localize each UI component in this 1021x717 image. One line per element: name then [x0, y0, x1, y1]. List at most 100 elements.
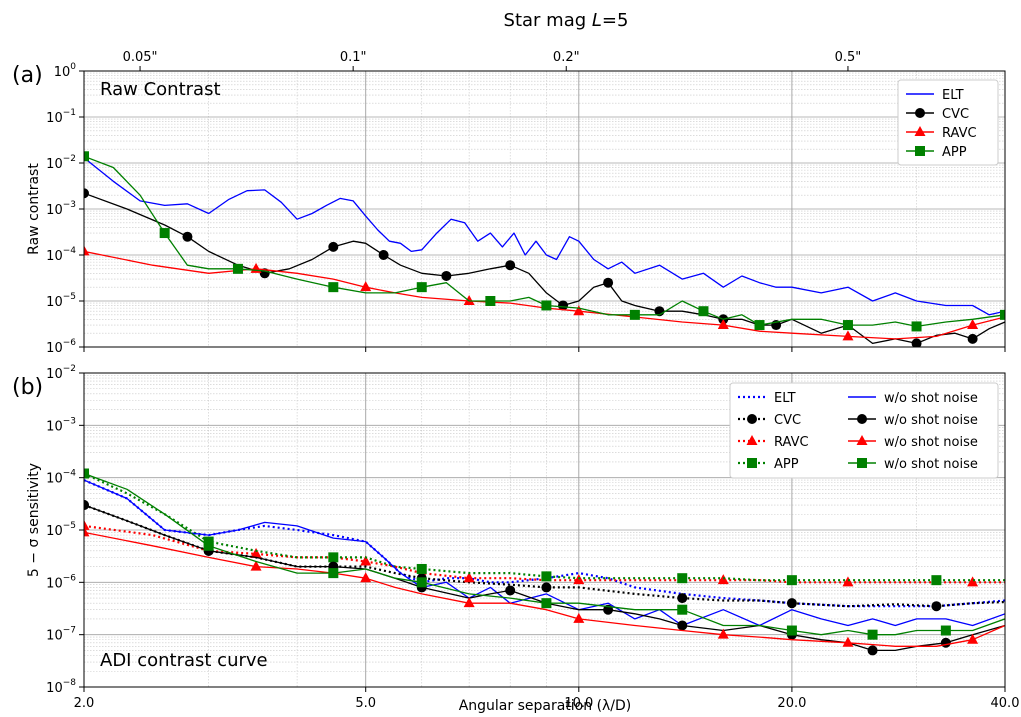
data-point-marker [842, 320, 853, 331]
data-point-marker [940, 625, 951, 636]
y-tick-label: 10−5 [46, 292, 76, 310]
data-point-marker [328, 568, 339, 579]
legend-box [897, 79, 999, 166]
legend-entry: RAVC [774, 435, 809, 450]
top-title: Star mag L=5 [504, 10, 629, 31]
y-tick-label: 10−6 [46, 573, 76, 591]
x-tick-label: 5.0 [355, 696, 376, 711]
data-point-marker [541, 582, 552, 593]
legend-entry: CVC [942, 107, 969, 122]
data-point-marker [573, 305, 585, 316]
data-point-marker [911, 338, 922, 347]
data-point-marker [505, 585, 516, 596]
y-tick-exponent: −6 [63, 573, 77, 583]
top-title-prefix: Star mag [504, 10, 592, 31]
data-point-marker [677, 573, 688, 584]
series-group [84, 151, 1005, 347]
legend-marker [915, 146, 925, 156]
data-point-marker [967, 633, 979, 644]
y-tick-exponent: −4 [63, 246, 77, 256]
data-point-marker [250, 547, 262, 558]
y-tick-label: 10−6 [46, 338, 76, 356]
legend-entry: CVC [774, 413, 801, 428]
legend-entry: w/o shot noise [884, 391, 978, 406]
legend-marker [747, 414, 757, 424]
data-point-marker [416, 282, 427, 293]
data-point-marker [416, 563, 427, 574]
y-tick-exponent: −5 [63, 521, 76, 531]
series-line [84, 531, 1005, 647]
legend-marker [747, 458, 757, 468]
data-point-marker [328, 241, 339, 252]
data-point-marker [629, 309, 640, 320]
y-tick-exponent: −2 [63, 154, 76, 164]
data-point-marker [1000, 309, 1005, 320]
data-point-marker [842, 576, 854, 587]
data-point-marker [378, 250, 389, 260]
series-group [84, 468, 1005, 656]
y-tick-exponent: −6 [63, 338, 77, 348]
top-title-variable: L [592, 10, 602, 31]
data-point-marker [603, 277, 614, 288]
y-tick-exponent: −4 [63, 469, 77, 479]
panel-a-letter: (a) [12, 63, 43, 88]
legend-marker [857, 458, 867, 468]
legend-entry: APP [942, 145, 967, 160]
panel-b-adi-contrast-curve: 10−8 10−7 10−6 10−5 10−4 10−3 10−2 2.0 5.0 10.0 20… [46, 364, 1019, 711]
legend-entry: w/o shot noise [884, 413, 978, 428]
data-point-marker [84, 519, 90, 530]
legend-entry: ELT [942, 88, 964, 103]
data-point-marker [463, 295, 475, 305]
panel-title: Raw Contrast [100, 79, 221, 100]
data-point-marker [558, 300, 569, 311]
data-point-marker [677, 604, 688, 615]
legend-entry: w/o shot noise [884, 435, 978, 450]
data-point-marker [203, 540, 214, 551]
data-point-marker [84, 468, 89, 479]
x-tick-label: 10.0 [564, 696, 593, 711]
legend-box [729, 382, 999, 479]
data-point-marker [967, 333, 978, 344]
data-point-marker [786, 575, 797, 586]
data-point-marker [842, 330, 854, 341]
data-point-marker [541, 598, 552, 609]
data-point-marker [677, 620, 688, 631]
y-tick-label: 10−3 [46, 416, 76, 434]
panel-b-letter: (b) [12, 375, 43, 400]
y-tick-exponent: −3 [63, 416, 76, 426]
legend-entry: APP [774, 457, 799, 472]
y-tick-label: 10−5 [46, 521, 76, 539]
data-point-marker [463, 572, 475, 583]
data-point-marker [786, 625, 797, 636]
data-point-marker [84, 526, 90, 537]
y-tick-exponent: −3 [63, 200, 76, 210]
y-tick-label: 10−4 [46, 246, 76, 264]
y-tick-label: 10−7 [46, 626, 76, 644]
legend-entry: ELT [774, 391, 796, 406]
y-tick-label: 100 [54, 62, 77, 80]
data-point-marker [931, 575, 942, 586]
data-point-marker [360, 281, 372, 292]
legend-marker [746, 435, 758, 445]
data-point-marker [159, 228, 170, 239]
data-point-marker [842, 636, 854, 647]
data-point-marker [717, 628, 729, 639]
data-point-marker [786, 598, 797, 609]
series-line [84, 472, 1005, 636]
data-point-marker [360, 572, 372, 583]
legend-marker [915, 108, 925, 118]
data-point-marker [717, 319, 729, 330]
data-point-marker [931, 601, 942, 612]
top-tick-label: 0.2" [553, 50, 580, 65]
series-line [84, 503, 1005, 608]
data-point-marker [250, 262, 262, 273]
data-point-marker [867, 645, 878, 656]
data-point-marker [541, 571, 552, 582]
legend-entry: RAVC [942, 126, 977, 141]
x-tick-label: 40.0 [991, 696, 1020, 711]
y-tick-label: 10−2 [46, 364, 76, 382]
data-point-marker [328, 552, 339, 563]
data-point-marker [182, 231, 193, 242]
panel-title: ADI contrast curve [100, 650, 268, 671]
